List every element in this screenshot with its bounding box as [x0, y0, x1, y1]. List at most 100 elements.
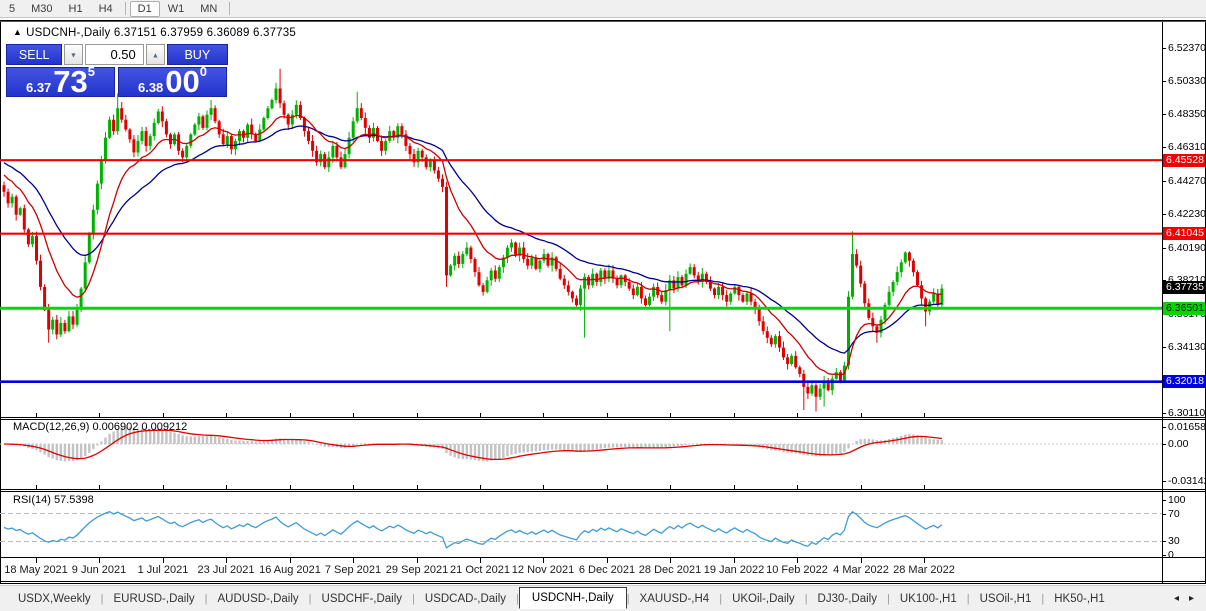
price-tick-mark	[1162, 280, 1166, 282]
symbol-tab-usdcaddaily[interactable]: USDCAD-,Daily	[424, 592, 507, 605]
price-level-tag: 6.45528	[1163, 153, 1205, 167]
date-tick	[734, 558, 735, 563]
date-tick	[290, 413, 291, 418]
timeframe-H4[interactable]: H4	[98, 2, 113, 15]
date-label: 6 Dec 2021	[578, 564, 636, 576]
price-tick-label: 6.34130	[1168, 341, 1206, 354]
volume-input[interactable]: 0.50	[85, 44, 144, 65]
current-price-tag: 6.37735	[1163, 281, 1205, 295]
symbol-tab-usdcnhdaily[interactable]: USDCNH-,Daily	[518, 586, 627, 609]
buy-price-small: 6.38	[137, 80, 164, 95]
date-tick	[353, 413, 354, 418]
date-label: 16 Aug 2021	[259, 564, 321, 576]
macd-indicator-label: MACD(12,26,9) 0.006902 0.009212	[13, 421, 188, 433]
volume-decrease-button[interactable]: ▼	[64, 44, 84, 65]
rsi-line	[3, 510, 943, 549]
price-tick-label: 6.42230	[1168, 208, 1206, 221]
spin-down-icon: ▼	[70, 50, 78, 59]
price-level-tag: 6.36501	[1163, 301, 1205, 315]
timeframe-W1[interactable]: W1	[167, 2, 185, 15]
symbol-tab-bar: USDX,Weekly | EURUSD-,Daily | AUDUSD-,Daily |…	[0, 585, 1206, 611]
date-tick	[163, 413, 164, 418]
macd-axis-label-tick	[1162, 444, 1166, 445]
tab-scroll-right-icon[interactable]: ▸	[1188, 593, 1194, 604]
symbol-tab-eurusddaily[interactable]: EURUSD-,Daily	[113, 592, 195, 605]
date-tick	[417, 485, 418, 490]
timeframe-M30[interactable]: M30	[31, 2, 53, 15]
sell-price-display[interactable]: 6.37 73 5	[6, 64, 115, 99]
rsi-axis-label-tick	[1162, 500, 1166, 501]
sell-price-small: 6.37	[25, 80, 52, 95]
date-tick	[417, 558, 418, 563]
symbol-tab-dj30daily[interactable]: DJ30-,Daily	[817, 592, 877, 605]
toolbar-separator	[229, 2, 231, 15]
symbol-tab-audusddaily[interactable]: AUDUSD-,Daily	[217, 592, 299, 605]
date-tick	[924, 485, 925, 490]
symbol-tab-usdxweekly[interactable]: USDX,Weekly	[18, 592, 91, 605]
timeframe-H1[interactable]: H1	[68, 2, 83, 15]
symbol-tab-uk100h1[interactable]: UK100-,H1	[899, 592, 957, 605]
date-tick	[226, 485, 227, 490]
date-tick	[797, 485, 798, 490]
date-tick	[861, 413, 862, 418]
date-tick	[99, 413, 100, 418]
symbol-tab-hk50h1[interactable]: HK50-,H1	[1054, 592, 1105, 605]
date-tick	[480, 558, 481, 563]
date-tick	[670, 558, 671, 563]
date-tick	[670, 485, 671, 490]
date-tick	[607, 485, 608, 490]
volume-increase-button[interactable]: ▲	[145, 44, 165, 65]
symbol-tab-xauusdh4[interactable]: XAUUSD-,H4	[639, 592, 710, 605]
date-tick	[353, 558, 354, 563]
ma-fast-line	[3, 114, 943, 376]
date-tick	[99, 485, 100, 490]
date-label: 10 Feb 2022	[766, 564, 828, 576]
buy-price-display[interactable]: 6.38 00 0	[118, 65, 227, 97]
price-tick-mark	[1162, 347, 1166, 349]
rsi-axis-label-tick	[1162, 541, 1166, 542]
date-tick	[797, 558, 798, 563]
macd-axis-label: 0.00	[1168, 438, 1189, 450]
date-tick	[480, 413, 481, 418]
tab-divider: |	[719, 592, 723, 605]
symbol-tab-usdchfdaily[interactable]: USDCHF-,Daily	[321, 592, 403, 605]
buy-button[interactable]: BUY	[166, 44, 228, 65]
macd-axis-label-tick	[1162, 427, 1166, 428]
date-tick	[543, 558, 544, 563]
tab-divider: |	[626, 592, 630, 605]
sell-button[interactable]: SELL	[6, 44, 63, 65]
price-tick-label: 6.46310	[1168, 141, 1206, 154]
tab-scroll-left-icon[interactable]: ◂	[1173, 593, 1179, 604]
macd-axis-label-tick	[1162, 481, 1166, 482]
chart-title-text: USDCNH-,Daily 6.37151 6.37959 6.36089 6.…	[26, 27, 296, 39]
symbol-tab-usoilh1[interactable]: USOil-,H1	[979, 592, 1032, 605]
price-tick-label: 6.48350	[1168, 107, 1206, 120]
date-tick	[480, 485, 481, 490]
timeframe-MN[interactable]: MN	[200, 2, 218, 15]
sell-price-big: 73	[53, 64, 88, 99]
symbol-tab-ukoildaily[interactable]: UKOil-,Daily	[732, 592, 795, 605]
date-label: 18 May 2021	[4, 564, 68, 576]
collapse-triangle-icon[interactable]: ▲	[13, 27, 23, 37]
date-tick	[797, 413, 798, 418]
timeframe-5[interactable]: 5	[9, 2, 16, 15]
tab-divider: |	[204, 592, 208, 605]
date-tick	[607, 558, 608, 563]
price-tick-mark	[1162, 247, 1166, 249]
rsi-axis-label: 30	[1168, 535, 1180, 547]
timeframe-D1[interactable]: D1	[129, 0, 160, 17]
date-tick	[607, 413, 608, 418]
ma-slow-line	[3, 125, 943, 354]
date-tick	[543, 413, 544, 418]
date-label: 9 Jun 2021	[71, 564, 127, 576]
date-tick	[226, 413, 227, 418]
tab-divider: |	[516, 592, 519, 605]
date-tick	[924, 558, 925, 563]
macd-axis-label: 0.016586	[1168, 421, 1206, 433]
date-tick	[290, 558, 291, 563]
timeframe-toolbar: 5 M30 H1 H4 D1 W1 MN	[0, 0, 1206, 18]
tab-scroll-arrows: ◂ ▸	[1174, 593, 1194, 604]
date-tick	[861, 558, 862, 563]
tab-divider: |	[100, 592, 104, 605]
